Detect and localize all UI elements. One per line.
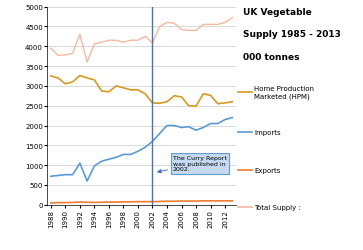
Text: Total Supply :: Total Supply : (254, 204, 301, 210)
Text: Home Production
Marketed (HPM): Home Production Marketed (HPM) (254, 86, 314, 99)
Text: Imports: Imports (254, 130, 281, 136)
Text: 000 tonnes: 000 tonnes (243, 52, 300, 62)
Text: The Curry Report
was published in
2002.: The Curry Report was published in 2002. (158, 155, 227, 173)
Text: UK Vegetable: UK Vegetable (243, 8, 312, 16)
Text: Exports: Exports (254, 167, 281, 173)
Text: Supply 1985 - 2013: Supply 1985 - 2013 (243, 30, 341, 39)
